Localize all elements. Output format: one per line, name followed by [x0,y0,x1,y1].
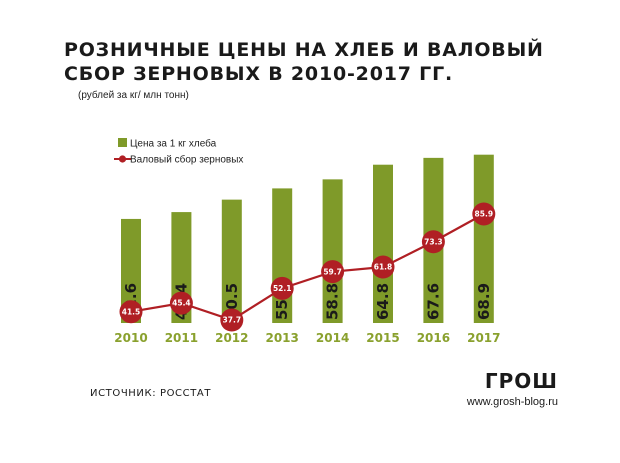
x-tick-label: 2013 [265,331,298,345]
x-tick-label: 2017 [467,331,500,345]
x-tick-label: 2016 [417,331,450,345]
line-point-label: 59.7 [323,267,342,276]
line-point-label: 41.5 [122,307,141,316]
bar [221,199,242,323]
line-point [220,308,244,332]
site-url[interactable]: www.grosh-blog.ru [466,396,558,408]
line-point-label: 85.9 [475,210,494,219]
x-tick-label: 2015 [366,331,399,345]
bar [473,154,494,323]
line-point [119,300,143,324]
x-axis: 2010 2011 2012 2013 2014 2015 2016 2017 [114,331,500,345]
bar-value-label: 64.8 [374,283,392,320]
x-tick-label: 2014 [316,331,349,345]
line-point [270,276,294,300]
x-tick-label: 2011 [165,331,198,345]
line-point [321,260,345,284]
line-point-label: 73.3 [424,237,443,246]
legend-line-marker [118,155,127,163]
brand-logo: ГРОШ [484,369,558,393]
line-series: 41.5 45.4 37.7 52.1 59.7 61.8 73.3 85.9 [119,202,496,332]
line-point [371,255,395,279]
bar [121,218,141,323]
bar [322,179,343,323]
bar-value-label: 68.9 [475,283,493,320]
x-tick-label: 2012 [215,331,248,345]
line-point-label: 61.8 [374,263,393,272]
line-point [472,202,496,226]
x-tick-label: 2010 [114,331,147,345]
legend-line-label: Валовый сбор зерновых [130,154,243,166]
source-note: ИСТОЧНИК: РОССТАТ [90,388,212,399]
chart-title: РОЗНИЧНЫЕ ЦЕНЫ НА ХЛЕБ И ВАЛОВЫЙ СБОР ЗЕ… [64,39,544,85]
chart-subtitle: (рублей за кг/ млн тонн) [78,90,189,101]
legend-bar-label: Цена за 1 кг хлеба [130,138,217,150]
bar-value-label: 67.6 [424,283,442,320]
line-point [169,291,193,315]
legend-bar-swatch [118,138,127,147]
bar-value-label: 58.8 [324,283,342,320]
line-point-label: 45.4 [172,299,191,308]
bar [373,164,393,323]
legend: Цена за 1 кг хлеба Валовый сбор зерновых [114,138,243,166]
line-point-label: 37.7 [223,316,242,325]
line-point [421,230,445,254]
line-point-label: 52.1 [273,284,292,293]
